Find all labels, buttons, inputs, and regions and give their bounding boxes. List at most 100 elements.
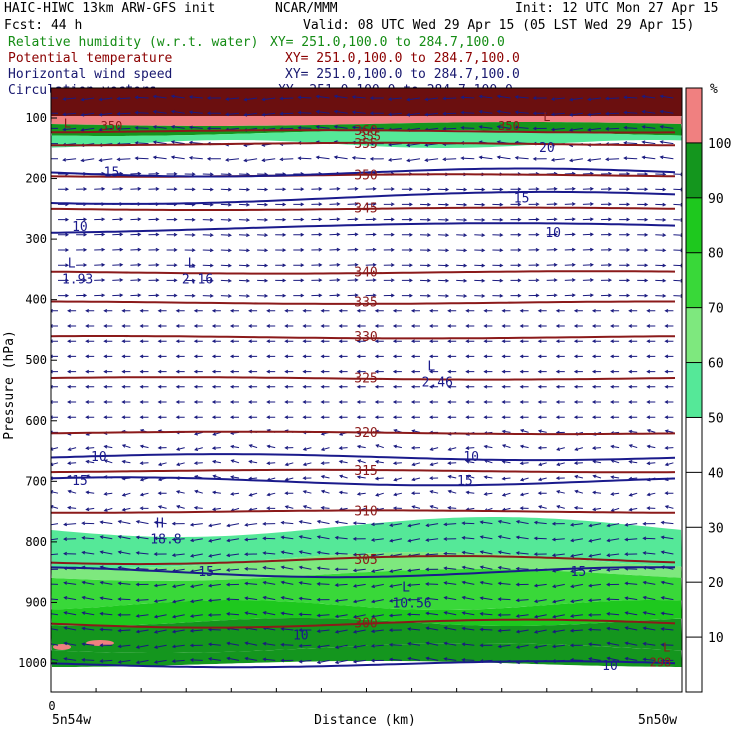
circulation-vector <box>116 111 131 116</box>
circulation-vector <box>302 476 312 481</box>
circulation-vector <box>537 429 547 433</box>
circulation-vector <box>637 202 649 207</box>
circulation-vector <box>425 656 439 661</box>
circulation-vector <box>266 354 276 359</box>
circulation-vector <box>533 520 547 525</box>
circulation-vector <box>641 94 656 99</box>
circulation-vector <box>641 125 656 129</box>
circulation-vector <box>302 324 312 328</box>
rh-band-upper-dark <box>51 88 682 116</box>
circulation-vector <box>315 125 330 129</box>
circulation-vector <box>184 187 196 192</box>
circulation-vector <box>370 644 384 648</box>
circulation-vector <box>610 354 620 359</box>
circulation-vector <box>329 293 341 298</box>
circulation-vector <box>582 186 594 191</box>
circulation-vector <box>443 657 457 661</box>
circulation-vector <box>244 581 258 586</box>
wind-speed-label: 10 <box>91 450 107 465</box>
circulation-vector <box>320 505 330 510</box>
circulation-vector <box>383 278 395 283</box>
circulation-vector <box>456 263 468 268</box>
circulation-vector <box>103 444 113 449</box>
circulation-vector <box>479 520 493 525</box>
circulation-vector <box>175 354 185 359</box>
circulation-vector <box>383 217 395 222</box>
circulation-vector <box>519 429 529 433</box>
circulation-vector <box>121 459 131 464</box>
circulation-vector <box>465 384 475 389</box>
circulation-vector <box>284 505 294 509</box>
circulation-vector <box>370 538 384 542</box>
circulation-vector <box>176 505 185 509</box>
circulation-vector <box>112 278 124 282</box>
circulation-vector <box>392 308 402 313</box>
circulation-vector <box>479 565 493 570</box>
circulation-vector <box>238 278 251 283</box>
circulation-vector <box>351 155 366 160</box>
circulation-vector <box>546 247 558 252</box>
circulation-vector <box>642 657 656 662</box>
circulation-vector <box>642 580 656 585</box>
circulation-vector <box>365 278 377 282</box>
circulation-vector <box>375 444 384 449</box>
circulation-vector <box>483 369 493 374</box>
circulation-vector <box>628 507 638 512</box>
circulation-vector <box>660 658 674 663</box>
circulation-vector <box>103 492 113 496</box>
circulation-vector <box>316 613 330 618</box>
circulation-vector <box>655 263 667 268</box>
circulation-vector <box>279 96 294 101</box>
circulation-vector <box>392 324 402 328</box>
circulation-vector <box>501 476 511 481</box>
circulation-vector <box>157 339 167 344</box>
circulation-vector <box>533 629 547 634</box>
circulation-vector <box>193 369 203 374</box>
circulation-vector <box>406 158 421 163</box>
circulation-vector <box>646 308 656 313</box>
circulation-vector <box>606 582 620 587</box>
circulation-vector <box>135 644 149 649</box>
circulation-vector <box>374 354 384 359</box>
circulation-vector <box>600 232 613 237</box>
circulation-vector <box>80 127 95 132</box>
circulation-vector <box>244 596 258 601</box>
circulation-vector <box>139 384 149 389</box>
circulation-vector <box>320 369 330 374</box>
circulation-vector <box>660 580 674 585</box>
circulation-vector <box>284 400 294 404</box>
circulation-vector <box>623 156 638 161</box>
circulation-vector <box>550 112 565 117</box>
circulation-vector <box>206 96 221 100</box>
circulation-vector <box>284 445 294 450</box>
circulation-vector <box>479 627 493 632</box>
circulation-vector <box>406 612 421 617</box>
circulation-vector <box>58 248 70 252</box>
circulation-vector <box>591 369 601 374</box>
circulation-vector <box>334 520 348 525</box>
circulation-vector <box>642 536 656 541</box>
circulation-vector <box>248 400 258 404</box>
circulation-vector <box>528 263 540 267</box>
circulation-vector <box>316 629 330 634</box>
circulation-vector <box>496 94 511 99</box>
circulation-vector <box>189 522 203 527</box>
circulation-vector <box>501 492 511 497</box>
circulation-vector <box>352 644 366 649</box>
circulation-vector <box>338 369 348 374</box>
circulation-vector <box>442 111 457 116</box>
circulation-vector <box>447 461 457 465</box>
circulation-vector <box>58 187 70 192</box>
circulation-vector <box>284 415 294 420</box>
circulation-vector <box>388 613 402 618</box>
theta-contour-line <box>51 618 676 629</box>
circulation-vector <box>407 627 421 631</box>
circulation-vector <box>501 369 511 374</box>
circulation-vector <box>465 354 475 359</box>
circulation-vector <box>438 202 450 207</box>
circulation-vector <box>320 474 330 479</box>
circulation-vector <box>474 187 486 192</box>
circulation-vector <box>474 278 486 283</box>
circulation-vector <box>85 339 95 344</box>
theta-contour-label: 325 <box>354 371 377 386</box>
